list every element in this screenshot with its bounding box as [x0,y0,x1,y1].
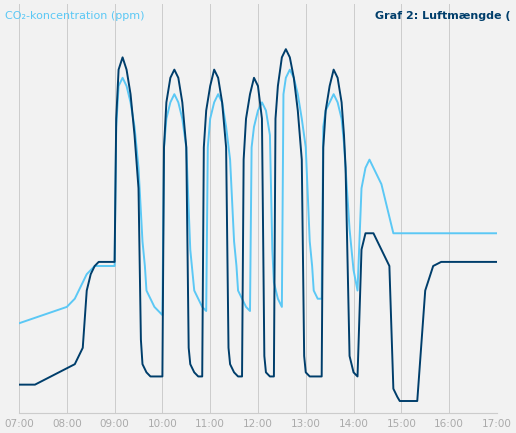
Text: Graf 2: Luftmængde (: Graf 2: Luftmængde ( [375,11,511,21]
Text: CO₂-koncentration (ppm): CO₂-koncentration (ppm) [5,11,144,21]
